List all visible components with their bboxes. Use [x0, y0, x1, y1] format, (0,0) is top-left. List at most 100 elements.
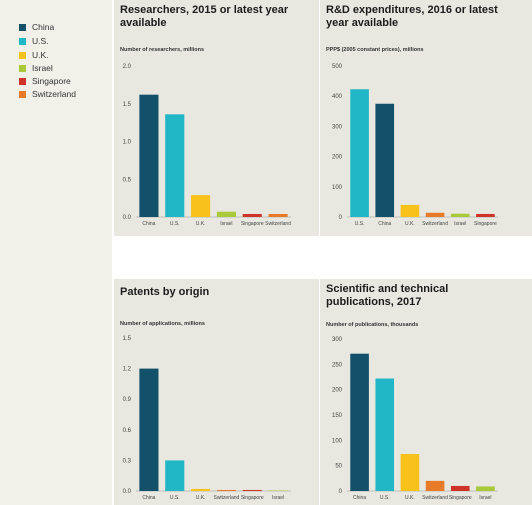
chart-ylabel: Number of publications, thousands	[326, 322, 419, 328]
chart-panel-researchers: Researchers, 2015 or latest year availab…	[114, 0, 319, 236]
y-tick-label: 1.5	[123, 336, 132, 342]
legend-swatch	[19, 77, 26, 85]
bar	[216, 489, 236, 491]
chart-researchers: 0.0 0.5 1.0 1.5 2.0 China U.S. U.K. Israel Singap…	[123, 64, 292, 227]
legend-swatch	[19, 23, 26, 31]
x-tick-label: U.S.	[170, 221, 180, 227]
y-tick-label: 0.5	[123, 177, 132, 183]
y-tick-label: 0.9	[123, 397, 132, 403]
x-tick-label: Israel	[272, 495, 284, 501]
y-tick-label: 0.3	[123, 458, 132, 464]
y-tick-label: 300	[332, 337, 343, 343]
chart-rd-expenditures: 0 100 200 300 400 500 U.S. China U.K. Switzerland…	[332, 64, 498, 227]
legend-label: Singapore	[32, 76, 71, 86]
y-tick-label: 100	[332, 185, 343, 191]
bar	[400, 204, 420, 217]
chart-publications: 0 50 100 150 200 250 300 China U.S. U.K. Switzerla…	[332, 337, 498, 501]
x-tick-label: Switzerland	[422, 495, 448, 501]
chart-panel-publications: Scientific and technical publications, 2…	[320, 279, 532, 505]
x-tick-label: Switzerland	[422, 221, 448, 227]
chart-title: Patents by origin	[120, 286, 210, 298]
legend-label: China	[32, 22, 55, 32]
y-tick-label: 400	[332, 94, 343, 100]
y-tick-label: 50	[335, 464, 342, 470]
x-tick-label: China	[378, 221, 391, 227]
x-tick-label: U.S.	[355, 221, 365, 227]
x-tick-label: Singapore	[241, 495, 264, 501]
x-tick-label: Singapore	[241, 221, 264, 227]
legend-label: U.K.	[32, 50, 49, 60]
bar	[476, 213, 495, 217]
x-tick-label: U.S.	[170, 495, 180, 501]
legend-item-uk: U.K.	[19, 49, 49, 61]
bar	[165, 460, 185, 491]
bar	[476, 486, 495, 491]
bar	[425, 480, 445, 491]
chart-title: R&D expenditures, 2016 or latest year av…	[326, 4, 498, 29]
bar	[400, 454, 420, 491]
x-tick-label: Israel	[454, 221, 466, 227]
legend: China U.S. U.K. Israel Singapore Switzer…	[0, 0, 112, 505]
legend-item-singapore: Singapore	[19, 75, 71, 87]
chart-title: Researchers, 2015 or latest year availab…	[120, 4, 289, 29]
x-tick-label: China	[353, 495, 366, 501]
y-tick-label: 0.0	[123, 215, 132, 221]
chart-ylabel: Number of researchers, millions	[120, 47, 205, 53]
bar	[268, 490, 288, 491]
y-tick-label: 500	[332, 64, 343, 70]
y-tick-label: 0	[339, 489, 343, 495]
y-tick-label: 1.0	[123, 140, 132, 146]
y-tick-label: 250	[332, 362, 343, 368]
chart-panel-patents: Patents by origin Number of applications…	[114, 279, 319, 505]
legend-swatch	[19, 37, 26, 45]
bar	[450, 213, 470, 217]
legend-item-switzerland: Switzerland	[19, 88, 76, 100]
y-tick-label: 0.0	[123, 489, 132, 495]
x-tick-label: China	[142, 495, 155, 501]
legend-label: U.S.	[32, 36, 49, 46]
bar	[191, 488, 211, 491]
bar	[191, 195, 211, 217]
bar	[139, 368, 159, 491]
x-tick-label: U.K.	[196, 495, 206, 501]
y-tick-label: 1.5	[123, 102, 132, 108]
x-tick-label: Singapore	[449, 495, 472, 501]
legend-swatch	[19, 90, 26, 98]
x-tick-label: U.K.	[196, 221, 206, 227]
bar	[350, 353, 369, 491]
legend-label: Switzerland	[32, 89, 76, 99]
x-tick-label: Switzerland	[213, 495, 239, 501]
x-tick-label: Israel	[479, 495, 491, 501]
chart-title: Scientific and technical publications, 2…	[326, 283, 449, 308]
chart-ylabel: Number of applications, millions	[120, 321, 205, 327]
y-tick-label: 300	[332, 124, 343, 130]
x-tick-label: U.S.	[380, 495, 390, 501]
y-tick-label: 200	[332, 155, 343, 161]
y-tick-label: 2.0	[123, 64, 132, 70]
bar	[375, 103, 395, 217]
x-tick-label: Israel	[220, 221, 232, 227]
bar	[139, 94, 159, 217]
bar	[165, 114, 185, 217]
y-tick-label: 200	[332, 388, 343, 394]
chart-ylabel: PPP$ (2005 constant prices), millions	[326, 47, 424, 53]
bar	[242, 489, 262, 491]
bar	[425, 212, 445, 217]
y-tick-label: 0.6	[123, 428, 132, 434]
x-tick-label: Singapore	[474, 221, 497, 227]
x-tick-label: Switzerland	[265, 221, 291, 227]
y-tick-label: 100	[332, 438, 343, 444]
bar	[450, 485, 470, 491]
chart-patents: 0.0 0.3 0.6 0.9 1.2 1.5 China U.S. U.K. Switzerla…	[123, 336, 291, 501]
x-tick-label: U.K.	[405, 221, 415, 227]
chart-panel-rd-expenditures: R&D expenditures, 2016 or latest year av…	[320, 0, 532, 236]
bar	[350, 89, 369, 217]
bar	[242, 213, 262, 217]
y-tick-label: 0	[339, 215, 343, 221]
bar	[375, 378, 395, 491]
bar	[216, 211, 236, 217]
x-tick-label: China	[142, 221, 155, 227]
legend-swatch	[19, 51, 26, 59]
y-tick-label: 150	[332, 413, 343, 419]
bar	[268, 213, 288, 217]
